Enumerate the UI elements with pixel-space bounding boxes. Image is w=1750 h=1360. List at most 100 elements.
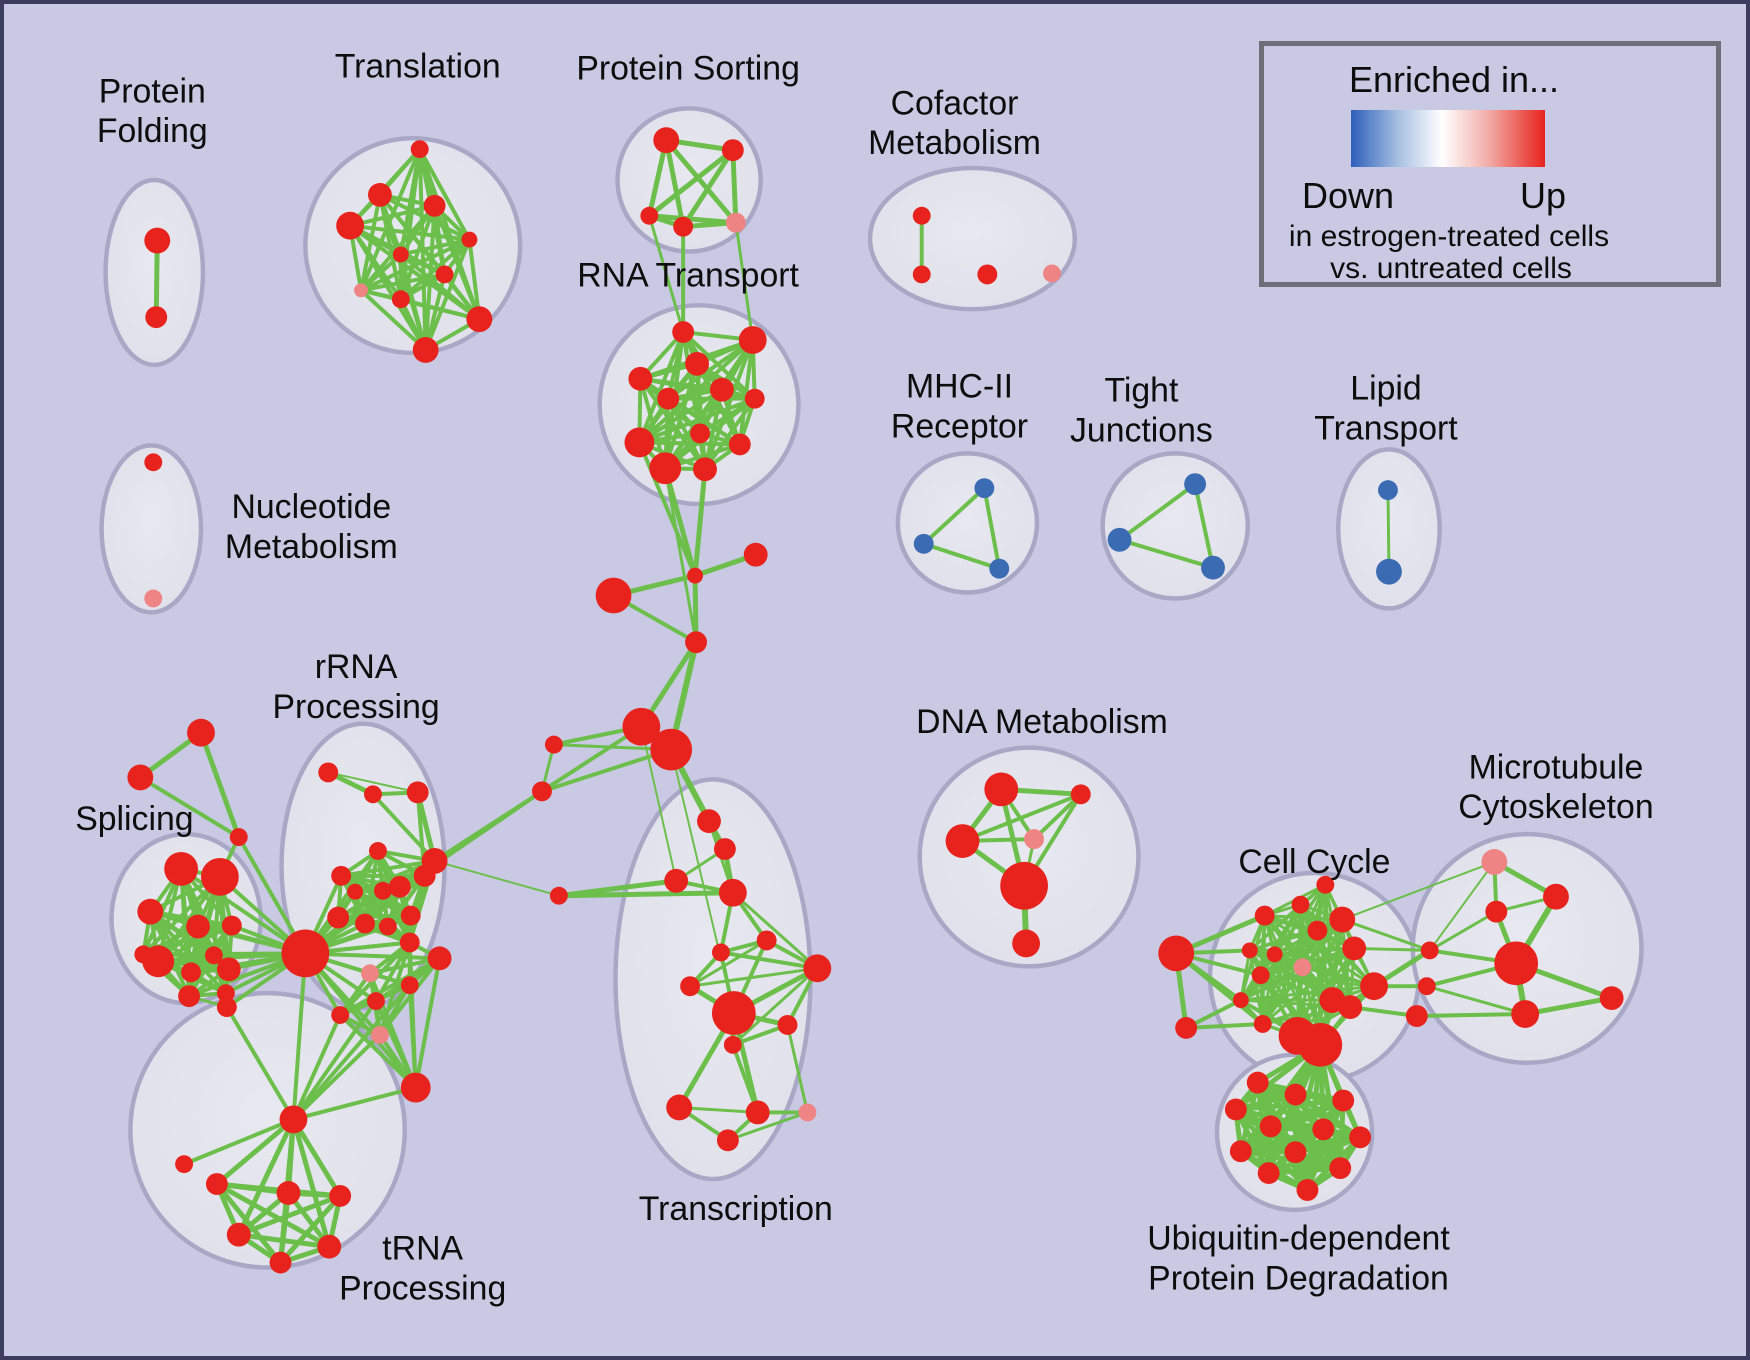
cluster-mhc-ii-receptor-shape [895,451,1040,595]
edge [1233,1098,1346,1112]
node-nm2 [144,589,163,608]
edge [214,1181,332,1250]
edge [278,1193,343,1266]
node-rr22 [400,1072,431,1103]
node-mt3 [1511,1000,1540,1028]
node-tx3 [664,868,689,893]
node-cc15 [1175,1017,1198,1039]
node-tx12 [745,1100,770,1125]
node-ps5 [725,212,746,233]
edge [1341,860,1496,921]
node-mh2 [913,533,934,554]
node-tx1 [697,809,721,834]
legend-caption-line2: vs. untreated cells [1330,252,1572,285]
edge [179,866,308,956]
edge [539,747,674,794]
label-ubiquitin-dependent-protein-degradation-line1: Ubiquitin-dependent [1147,1220,1450,1258]
node-rt3 [685,351,709,376]
cluster-tight-junctions-shape [1100,451,1251,601]
edge [417,147,472,242]
node-mt2 [1485,900,1508,923]
edge [703,396,757,472]
legend: Enriched in... Down Up in estrogen-treat… [1259,41,1721,287]
node-tx5 [756,930,777,951]
node-dm2 [1070,784,1091,805]
node-rr17 [367,992,385,1011]
edge [236,1193,343,1238]
edge [291,983,412,1122]
edge [413,956,442,1090]
node-dm6 [1012,929,1041,958]
edge [960,792,1083,844]
node-ub7 [1349,1126,1372,1149]
node-cf1 [912,206,931,225]
node-s1 [544,735,563,754]
node-sp3 [137,898,164,925]
node-rt9 [624,427,655,458]
node-dm5 [1000,861,1048,910]
edge [432,789,544,863]
node-mtBig [1494,941,1539,986]
edge [327,771,419,794]
node-tn_left [175,1155,194,1174]
edge [726,1110,809,1142]
node-rt5 [657,387,680,410]
node-ub9 [1284,1141,1307,1164]
edge [1352,946,1432,952]
node-ccBig2 [1298,1022,1343,1067]
edge [291,999,378,1122]
node-rr14 [347,883,364,900]
edge [1522,995,1615,1017]
node-spC [229,828,248,847]
node-sp9 [204,946,223,965]
edge [348,223,472,242]
node-rr21 [427,946,452,971]
edge [1414,1012,1528,1018]
edge [433,859,560,897]
edge [1266,1042,1323,1176]
edge [1386,488,1391,574]
cluster-transcription-shape [613,777,813,1182]
edge [1184,1021,1265,1030]
label-cell-cycle: Cell Cycle [1238,843,1390,881]
label-ubiquitin-dependent-protein-degradation-line2: Protein Degradation [1148,1259,1449,1297]
node-sp12 [216,984,235,1003]
node-rt7 [744,388,765,409]
node-rr19 [370,1025,389,1044]
node-tn2 [276,1181,301,1205]
edge [731,966,819,1047]
edge [640,725,678,882]
edge [214,1116,296,1187]
node-cf3 [977,264,998,285]
edge [647,214,685,334]
edge [225,1005,295,1121]
node-rt1 [672,321,695,343]
edge [680,147,736,230]
node-t7 [435,265,454,284]
node-hub2 [650,728,693,771]
node-spB [127,764,154,791]
node-mh1 [974,478,995,499]
edge [398,297,482,322]
nodes-layer [127,127,1624,1274]
node-tx4 [718,878,747,907]
label-translation: Translation [335,48,501,86]
node-hub_sp [281,929,330,978]
node-cc4 [1329,906,1356,933]
node-lp1 [1378,480,1398,501]
node-spA [187,718,215,747]
edge [730,1042,760,1115]
node-rt8 [690,423,710,444]
node-nm1 [144,453,163,472]
node-sp11 [178,985,200,1008]
node-tx14 [716,1129,739,1152]
node-ub10 [1257,1162,1280,1185]
node-rt4 [628,366,653,391]
node-cc1 [1254,905,1275,926]
edge [407,983,418,1090]
edge [1174,951,1265,1026]
edge [1239,948,1252,1002]
node-mt1 [1543,883,1569,910]
